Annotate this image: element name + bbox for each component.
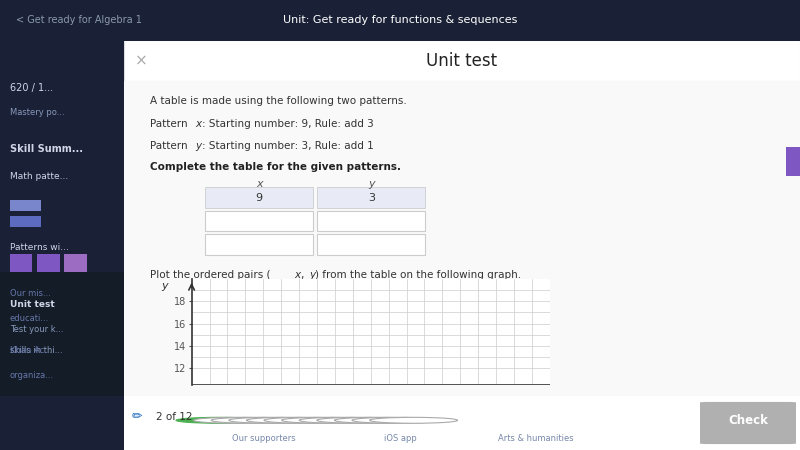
- Text: iOS app: iOS app: [384, 434, 416, 443]
- Circle shape: [282, 417, 370, 423]
- Text: ) from the table on the following graph.: ) from the table on the following graph.: [315, 270, 522, 280]
- Text: 620 / 1...: 620 / 1...: [10, 83, 53, 93]
- Bar: [37, 254, 59, 271]
- Text: 9: 9: [256, 193, 262, 202]
- Bar: [124, 81, 800, 396]
- Text: skills in thi...: skills in thi...: [10, 346, 62, 355]
- Bar: [0, 271, 124, 396]
- Text: ✏: ✏: [132, 410, 142, 423]
- Text: A table is made using the following two patterns.: A table is made using the following two …: [150, 95, 406, 106]
- Text: Arts & humanities: Arts & humanities: [498, 434, 574, 443]
- Text: Test your k...: Test your k...: [10, 325, 63, 334]
- Text: x: x: [294, 270, 301, 280]
- Text: x: x: [256, 180, 262, 189]
- Circle shape: [176, 417, 264, 423]
- FancyBboxPatch shape: [700, 402, 796, 444]
- Circle shape: [211, 417, 299, 423]
- Text: Unit test: Unit test: [10, 300, 54, 309]
- Text: Unit: Get ready for functions & sequences: Unit: Get ready for functions & sequence…: [283, 15, 517, 25]
- Text: Patterns wi...: Patterns wi...: [10, 243, 69, 252]
- Text: 3: 3: [368, 193, 375, 202]
- Circle shape: [229, 417, 317, 423]
- Circle shape: [299, 417, 387, 423]
- Text: Math patte...: Math patte...: [10, 172, 68, 181]
- Bar: [124, 40, 800, 81]
- Text: Skill Summ...: Skill Summ...: [10, 144, 83, 153]
- Circle shape: [317, 417, 405, 423]
- Bar: [10, 254, 32, 271]
- Circle shape: [352, 417, 440, 423]
- Bar: [205, 234, 314, 255]
- Text: y: y: [196, 141, 202, 151]
- Text: educati...: educati...: [10, 314, 49, 323]
- Text: : Starting number: 3, Rule: add 1: : Starting number: 3, Rule: add 1: [202, 141, 374, 151]
- Bar: [318, 187, 426, 208]
- Bar: [10, 216, 41, 227]
- Bar: [205, 187, 314, 208]
- Text: Pattern: Pattern: [150, 141, 190, 151]
- Text: Unit test: Unit test: [426, 52, 498, 70]
- Text: Plot the ordered pairs (: Plot the ordered pairs (: [150, 270, 270, 280]
- Circle shape: [264, 417, 352, 423]
- Text: Mastery po...: Mastery po...: [10, 108, 65, 117]
- Text: : Starting number: 9, Rule: add 3: : Starting number: 9, Rule: add 3: [202, 119, 374, 129]
- Bar: [10, 200, 41, 211]
- Bar: [205, 211, 314, 231]
- FancyBboxPatch shape: [124, 396, 800, 450]
- Text: y: y: [162, 281, 168, 291]
- Circle shape: [194, 417, 282, 423]
- Bar: [786, 147, 800, 176]
- Text: Complete the table for the given patterns.: Complete the table for the given pattern…: [150, 162, 401, 172]
- Text: ×: ×: [134, 54, 147, 68]
- Text: ,: ,: [301, 270, 308, 280]
- Circle shape: [246, 417, 334, 423]
- Bar: [318, 234, 426, 255]
- Text: y: y: [310, 270, 315, 280]
- Bar: [65, 254, 86, 271]
- Text: Check: Check: [728, 414, 768, 427]
- Circle shape: [334, 417, 422, 423]
- Text: Our mis...: Our mis...: [10, 289, 50, 298]
- Text: < Get ready for Algebra 1: < Get ready for Algebra 1: [16, 15, 142, 25]
- Text: y: y: [368, 180, 374, 189]
- Text: organiza...: organiza...: [10, 371, 54, 380]
- Circle shape: [370, 417, 458, 423]
- Text: Our supporters: Our supporters: [232, 434, 296, 443]
- Bar: [318, 211, 426, 231]
- Text: Khan Ac...: Khan Ac...: [10, 346, 52, 355]
- Text: Pattern: Pattern: [150, 119, 190, 129]
- Text: 2 of 12: 2 of 12: [156, 411, 193, 422]
- Text: x: x: [196, 119, 202, 129]
